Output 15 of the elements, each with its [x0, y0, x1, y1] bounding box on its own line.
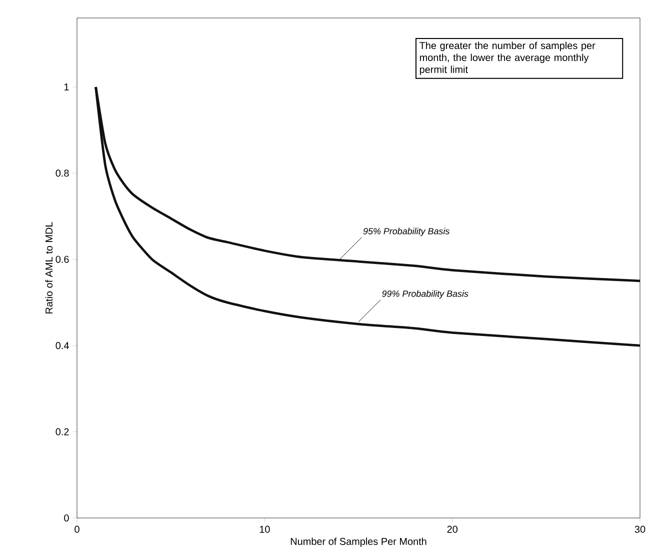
x-tick-label: 20	[447, 526, 458, 533]
y-axis-title: Ratio of AML to MDL	[45, 222, 53, 314]
x-tick-label: 30	[634, 526, 646, 533]
annotation: 99% Probability Basis	[382, 290, 468, 299]
y-tick-label: 0.4	[56, 342, 69, 350]
x-tick-label: 0	[74, 526, 80, 533]
y-tick-label: 1	[64, 84, 69, 90]
annotation: The greater the number of samples per month, the lower the average monthly permit limit	[420, 42, 596, 75]
y-tick-label: 0.6	[56, 256, 69, 263]
y-tick-label: 0.2	[56, 428, 69, 436]
y-tick-label: 0	[64, 514, 69, 522]
annotation: 95% Probability Basis	[363, 228, 450, 236]
x-axis-title: Number of Samples Per Month	[290, 538, 426, 547]
x-tick-label: 10	[260, 526, 270, 533]
y-tick-label: 0.8	[56, 170, 69, 177]
